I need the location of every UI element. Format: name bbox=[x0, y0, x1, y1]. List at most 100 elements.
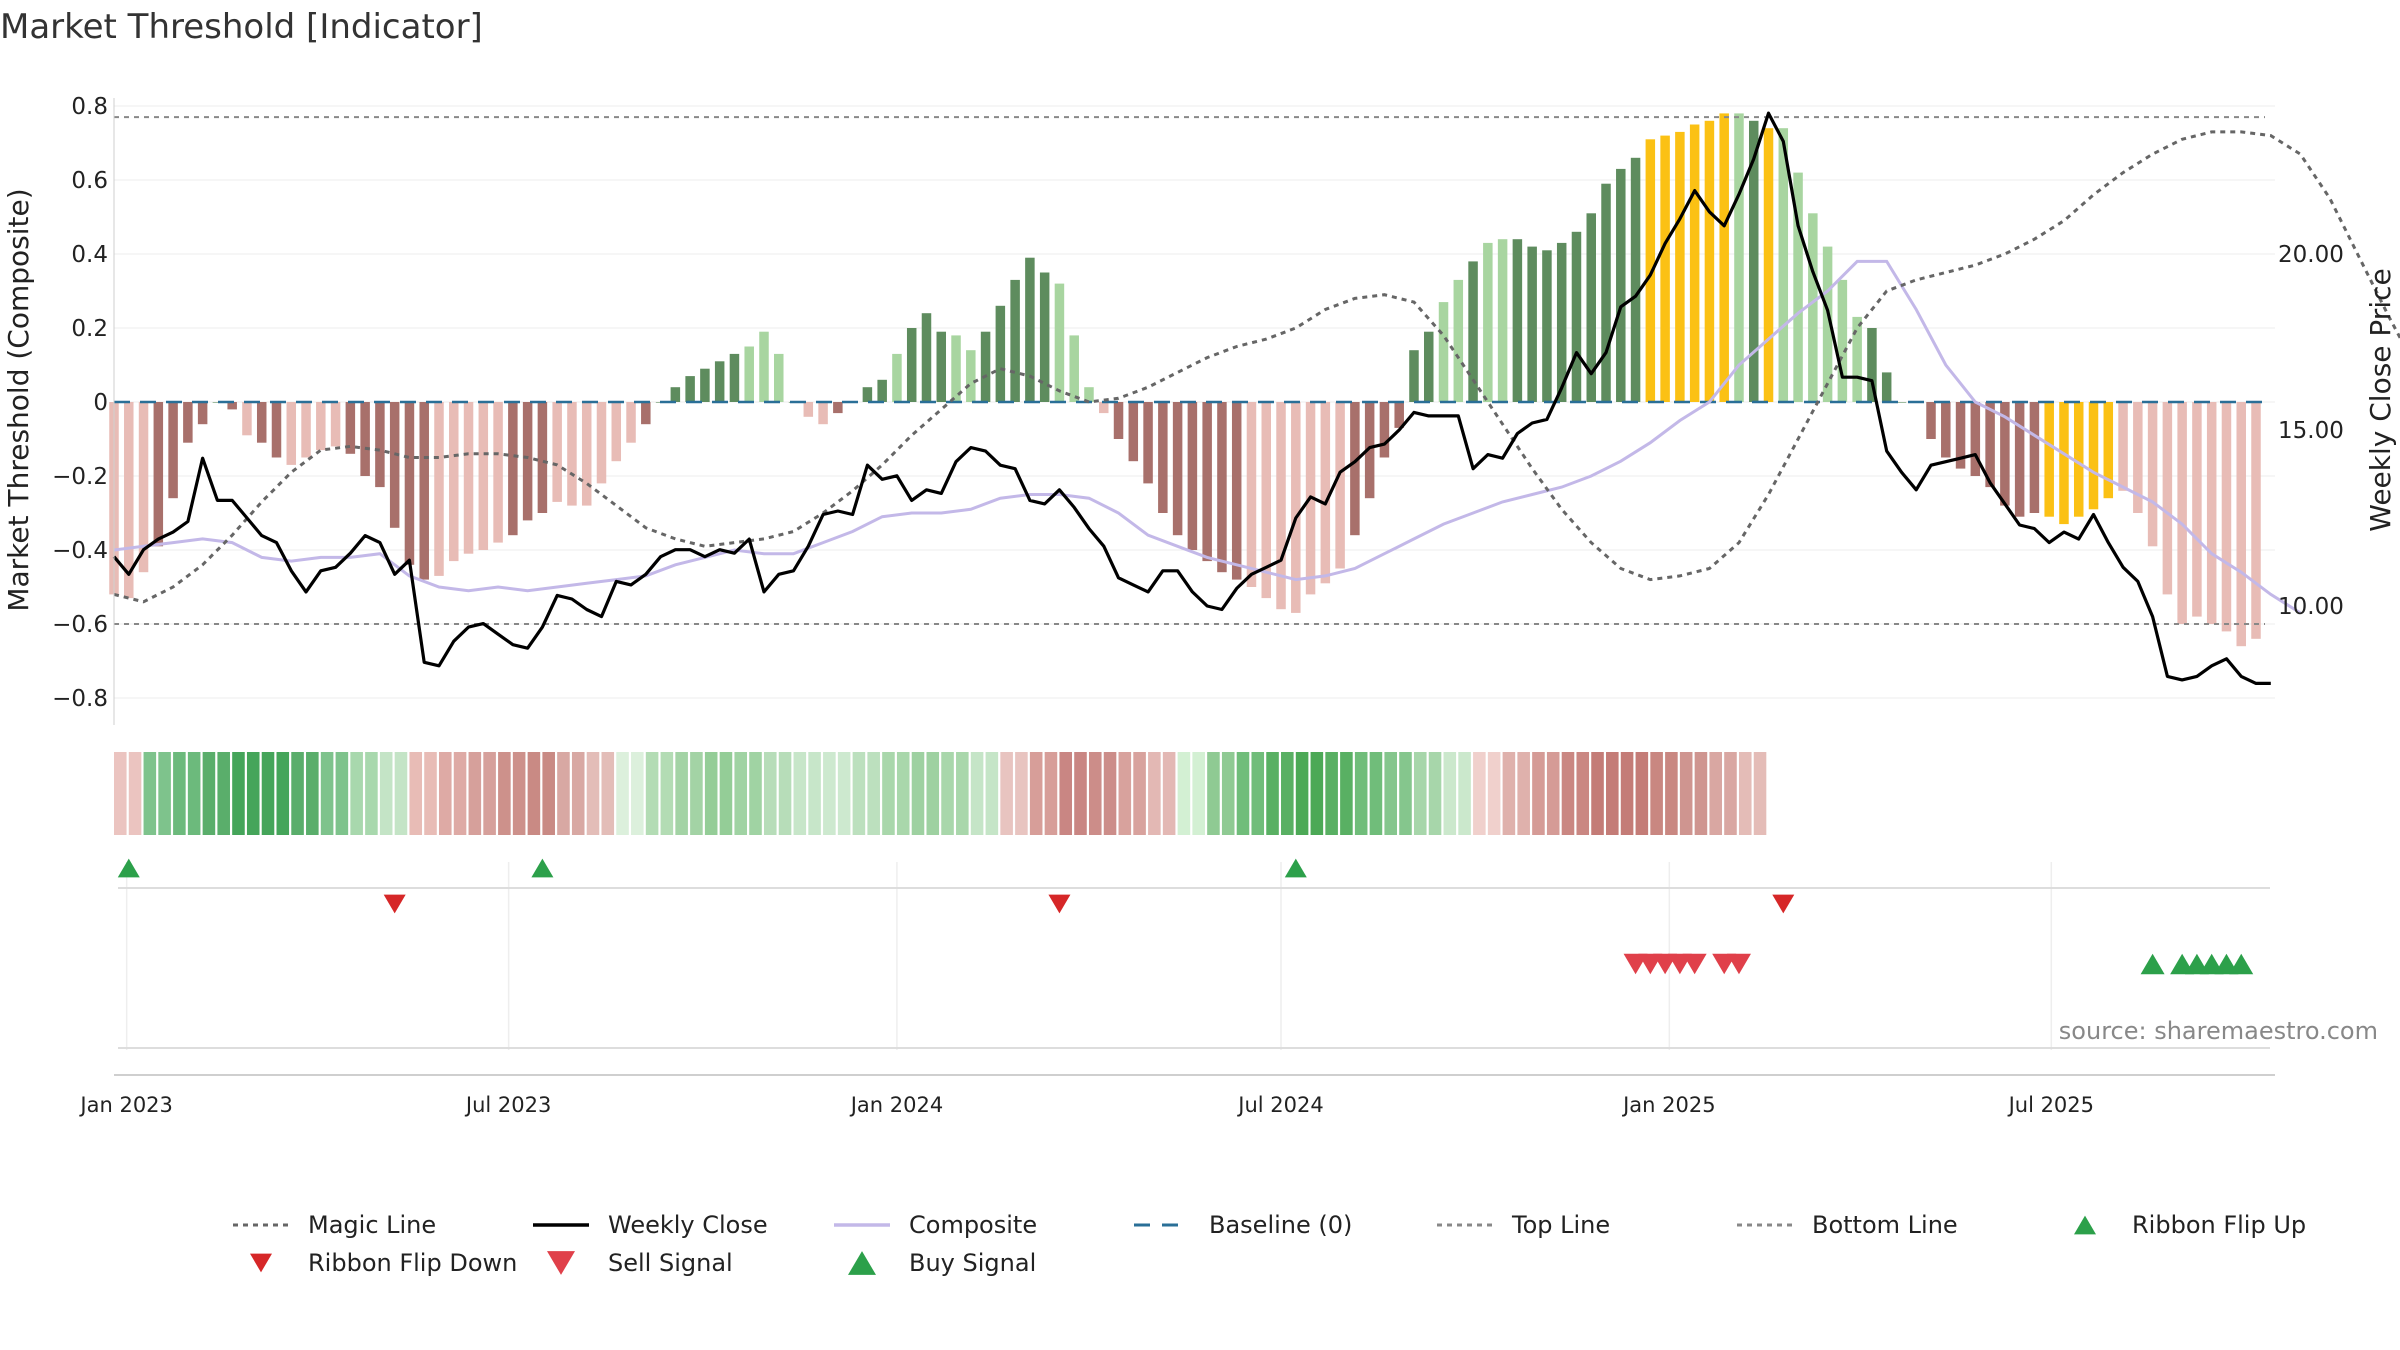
ribbon-cell bbox=[350, 752, 363, 835]
composite-bar bbox=[2103, 402, 2114, 499]
composite-bar bbox=[1438, 302, 1449, 402]
composite-bar bbox=[212, 402, 223, 403]
ribbon-cell bbox=[1473, 752, 1486, 835]
composite-bar bbox=[493, 402, 503, 543]
composite-bar bbox=[1896, 402, 1907, 403]
ribbon-cell bbox=[1295, 752, 1309, 835]
composite-bar bbox=[197, 402, 208, 425]
ribbon-flip-up-marker bbox=[117, 858, 140, 878]
composite-bar bbox=[2073, 402, 2084, 517]
ribbon-cell bbox=[1679, 752, 1693, 835]
ribbon-cell bbox=[1354, 752, 1368, 835]
composite-bar bbox=[1881, 372, 1892, 402]
ribbon-cell bbox=[571, 752, 585, 835]
composite-bar bbox=[138, 402, 149, 573]
composite-bar bbox=[1291, 402, 1301, 613]
composite-bar bbox=[1719, 113, 1729, 403]
ribbon-cell bbox=[1413, 752, 1427, 835]
sell-signal-marker bbox=[1682, 953, 1707, 975]
x-tick-label: Jul 2025 bbox=[2007, 1093, 2094, 1117]
composite-bar bbox=[419, 402, 429, 580]
composite-bar bbox=[434, 402, 444, 576]
legend-item-close: Weekly Close bbox=[533, 1211, 768, 1239]
composite-bar bbox=[1601, 183, 1611, 402]
composite-bar bbox=[1822, 246, 1833, 402]
composite-bar bbox=[581, 402, 592, 506]
ribbon-cell bbox=[956, 752, 969, 835]
composite-bar bbox=[522, 402, 533, 521]
composite-bar bbox=[2221, 402, 2232, 632]
composite-bar bbox=[1128, 402, 1139, 462]
composite-bar bbox=[1054, 283, 1065, 402]
ribbon-cell bbox=[1221, 752, 1235, 835]
ribbon-cell bbox=[202, 752, 216, 835]
composite-bar bbox=[1970, 402, 1981, 476]
ribbon-cell bbox=[763, 752, 777, 835]
legend-label: Top Line bbox=[1511, 1211, 1610, 1239]
ribbon-cell bbox=[911, 752, 925, 835]
ribbon-cell bbox=[1162, 752, 1176, 835]
composite-bar bbox=[1941, 402, 1951, 458]
ribbon-cell bbox=[882, 752, 895, 835]
composite-bar bbox=[1276, 402, 1286, 610]
composite-bar bbox=[1616, 168, 1626, 402]
composite-bar bbox=[2088, 402, 2099, 510]
left-tick-label: 0.2 bbox=[71, 316, 108, 342]
ribbon-cell bbox=[778, 752, 792, 835]
legend-item-magic: Magic Line bbox=[233, 1211, 436, 1239]
composite-bar bbox=[877, 379, 887, 402]
composite-bar bbox=[183, 402, 193, 443]
ribbon-cell bbox=[246, 752, 260, 835]
composite-bar bbox=[2236, 402, 2246, 647]
ribbon-flip-up-marker bbox=[531, 858, 554, 878]
ribbon-cell bbox=[1133, 752, 1146, 835]
composite-bar bbox=[936, 331, 947, 402]
legend-swatch bbox=[2074, 1215, 2096, 1235]
ribbon-cell bbox=[867, 752, 880, 835]
ribbon-flip-up-marker bbox=[1284, 858, 1307, 878]
legend-item-composite: Composite bbox=[834, 1211, 1037, 1239]
composite-bar bbox=[892, 353, 902, 402]
ribbon-cell bbox=[143, 752, 157, 835]
left-tick-label: 0.4 bbox=[71, 242, 108, 268]
ribbon-cell bbox=[1266, 752, 1279, 835]
composite-bar bbox=[2192, 402, 2202, 617]
ribbon-cell bbox=[1074, 752, 1087, 835]
composite-bar bbox=[567, 402, 577, 506]
composite-bar bbox=[1246, 402, 1257, 587]
composite-bar bbox=[611, 402, 622, 462]
composite-bar bbox=[478, 402, 489, 550]
ribbon-cell bbox=[291, 752, 304, 835]
composite-bar bbox=[360, 402, 370, 476]
composite-bar bbox=[966, 350, 976, 402]
composite-bar bbox=[463, 402, 474, 554]
ribbon-cell bbox=[823, 752, 836, 835]
ribbon-cell bbox=[217, 752, 230, 835]
composite-bar bbox=[685, 376, 695, 402]
composite-bar bbox=[2014, 402, 2025, 517]
ribbon-cell bbox=[1059, 752, 1073, 835]
left-tick-label: −0.4 bbox=[52, 538, 108, 564]
composite-bar bbox=[1231, 402, 1242, 580]
composite-bar bbox=[1837, 279, 1848, 402]
right-tick-label: 20.00 bbox=[2278, 242, 2344, 268]
composite-bar bbox=[980, 331, 991, 402]
composite-bar bbox=[1527, 246, 1537, 402]
ribbon-cell bbox=[1738, 752, 1752, 835]
left-axis-label: Market Threshold (Composite) bbox=[2, 188, 35, 611]
ribbon-cell bbox=[468, 752, 482, 835]
ribbon-cell bbox=[1532, 752, 1545, 835]
composite-bar bbox=[1320, 402, 1331, 584]
legend-label: Ribbon Flip Down bbox=[308, 1249, 517, 1277]
composite-bar bbox=[1704, 120, 1715, 403]
ribbon-cell bbox=[1635, 752, 1649, 835]
ribbon-cell bbox=[926, 752, 940, 835]
ribbon-cell bbox=[1576, 752, 1590, 835]
ribbon-cell bbox=[542, 752, 555, 835]
composite-bar bbox=[2118, 402, 2128, 491]
x-tick-label: Jan 2023 bbox=[78, 1093, 173, 1117]
buy-signal-marker bbox=[2140, 953, 2165, 975]
ribbon-cell bbox=[896, 752, 910, 835]
ribbon-cell bbox=[424, 752, 437, 835]
